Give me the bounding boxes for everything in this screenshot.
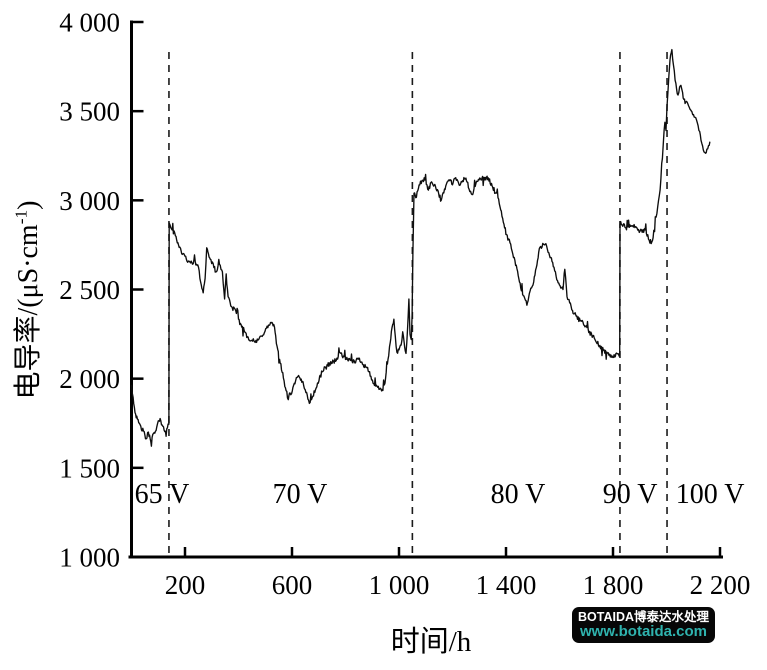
watermark-badge: BOTAIDA博泰达水处理 www.botaida.com [572,607,715,643]
y-axis-title-text: 电导率/(μS·cm [13,224,44,400]
x-tick-label: 200 [165,570,206,600]
voltage-region-label-65v: 65 V [135,479,190,510]
y-tick-label: 1 500 [59,453,120,483]
y-tick-label: 2 000 [59,364,120,394]
x-axis-title: 时间/h [390,626,472,658]
voltage-region-label-70v: 70 V [273,479,328,510]
y-tick-label: 2 500 [59,275,120,305]
y-axis-title-close: ) [13,200,44,210]
watermark-brand-text: BOTAIDA博泰达水处理 [577,609,709,624]
y-tick-label: 3 500 [59,97,120,127]
voltage-region-label-90v: 90 V [603,479,658,510]
voltage-region-label-100v: 100 V [676,479,745,510]
y-axis-title-superscript: -1 [11,209,31,225]
x-tick-label: 2 200 [690,570,751,600]
x-tick-label: 1 800 [583,570,644,600]
y-tick-label: 4 000 [59,8,120,38]
voltage-region-label-80v: 80 V [491,479,546,510]
watermark-url-text: www.botaida.com [580,622,707,640]
y-axis-title: 电导率/(μS·cm-1) [6,138,44,462]
x-tick-label: 600 [272,570,313,600]
conductivity-trace [130,48,711,447]
y-tick-label: 1 000 [59,543,120,573]
y-tick-label: 3 000 [59,186,120,216]
x-tick-label: 1 400 [476,570,537,600]
x-tick-label: 1 000 [369,570,430,600]
